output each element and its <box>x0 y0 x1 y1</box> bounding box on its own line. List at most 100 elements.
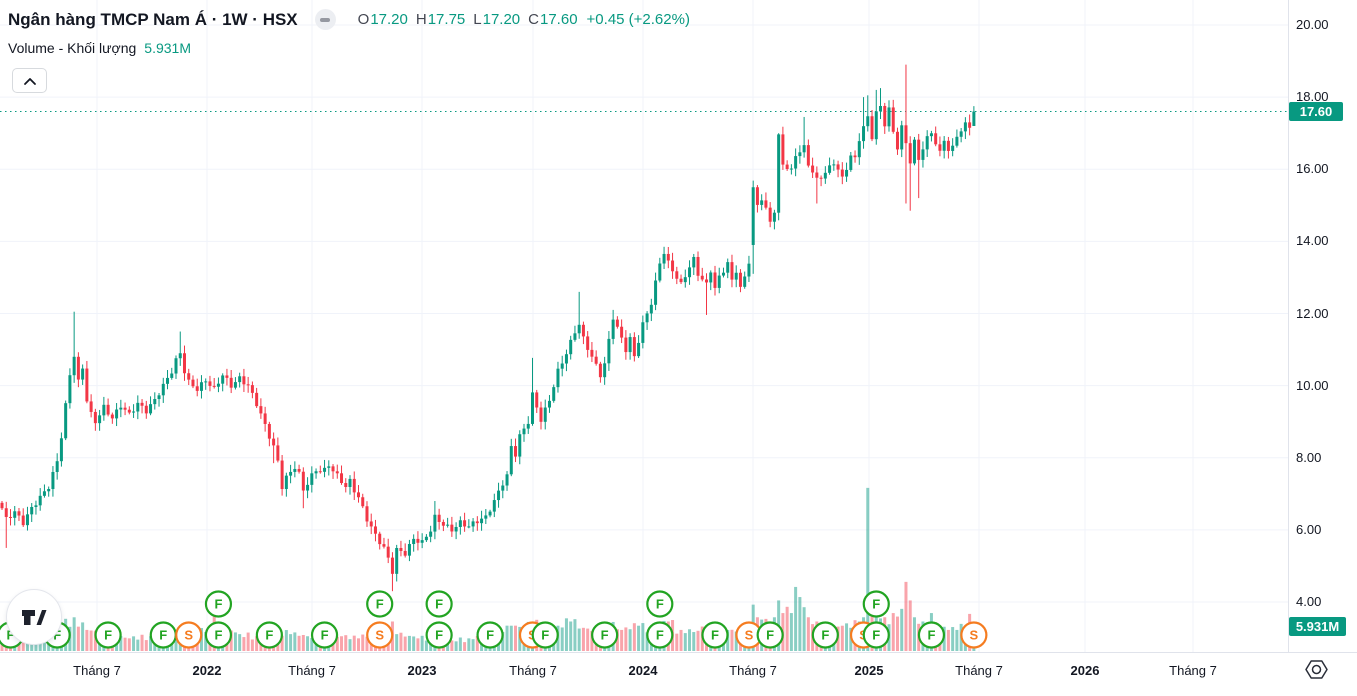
svg-text:F: F <box>214 628 222 643</box>
volume-value-badge: 5.931M <box>1289 616 1346 636</box>
low-label: L <box>473 11 482 28</box>
event-marker-S[interactable]: S <box>175 621 203 649</box>
event-marker-F[interactable]: F <box>646 590 674 618</box>
svg-text:S: S <box>745 628 754 643</box>
minus-icon <box>320 17 331 22</box>
volume-indicator-row: Volume - Khối lượng 5.931M <box>8 40 690 56</box>
time-axis-label: 2022 <box>192 663 222 678</box>
time-axis-label: 2025 <box>854 663 884 678</box>
price-tick-label: 14.00 <box>1296 233 1329 249</box>
nut-icon <box>1305 660 1328 679</box>
price-tick-label: 10.00 <box>1296 377 1329 393</box>
symbol-row: Ngân hàng TMCP Nam Á · 1W · HSX O 17.20 H… <box>8 6 690 33</box>
svg-text:F: F <box>927 628 935 643</box>
svg-text:F: F <box>435 597 443 612</box>
svg-text:F: F <box>265 628 273 643</box>
svg-text:F: F <box>656 628 664 643</box>
collapse-legend-button[interactable] <box>12 68 47 93</box>
tradingview-logo[interactable] <box>6 589 62 645</box>
svg-text:F: F <box>872 597 880 612</box>
svg-text:F: F <box>376 597 384 612</box>
price-tick-label: 12.00 <box>1296 305 1329 321</box>
time-axis-label: Tháng 7 <box>73 663 121 678</box>
event-marker-F[interactable]: F <box>591 621 619 649</box>
high-label: H <box>415 11 427 28</box>
svg-text:F: F <box>766 628 774 643</box>
svg-text:F: F <box>435 628 443 643</box>
svg-text:F: F <box>214 597 222 612</box>
event-marker-F[interactable]: F <box>94 621 122 649</box>
close-label: C <box>528 11 539 28</box>
svg-text:F: F <box>159 628 167 643</box>
instrument-status-icon <box>314 9 336 30</box>
chevron-up-icon <box>23 77 36 85</box>
time-axis-label: Tháng 7 <box>729 663 777 678</box>
time-axis-label: Tháng 7 <box>509 663 557 678</box>
price-tick-label: 8.00 <box>1296 449 1322 465</box>
svg-text:F: F <box>872 628 880 643</box>
time-axis-label: 2023 <box>407 663 437 678</box>
volume-indicator-value: 5.931M <box>144 40 191 56</box>
event-marker-F[interactable]: F <box>425 621 453 649</box>
time-axis-label: Tháng 7 <box>955 663 1003 678</box>
event-marker-F[interactable]: F <box>310 621 339 649</box>
candles-layer <box>0 64 976 592</box>
svg-text:F: F <box>7 628 15 643</box>
event-markers-layer: FFFFSFFFFSFFFFSFFFFFSFFSFFFS <box>0 590 988 649</box>
svg-text:F: F <box>601 628 609 643</box>
last-price-badge: 17.60 <box>1289 102 1343 122</box>
svg-text:F: F <box>711 628 719 643</box>
time-axis[interactable]: Tháng 7 2022 Tháng 7 2023 Tháng 7 2024 Tháng 7… <box>0 652 1357 696</box>
tradingview-logo-icon <box>22 610 47 625</box>
event-marker-F[interactable]: F <box>149 621 177 649</box>
svg-text:F: F <box>104 628 112 643</box>
grid-layer <box>0 0 1292 652</box>
svg-text:F: F <box>321 628 329 643</box>
low-value: 17.20 <box>482 11 521 28</box>
price-tick-label: 6.00 <box>1296 521 1322 537</box>
event-marker-S[interactable]: S <box>366 621 394 649</box>
event-marker-F[interactable]: F <box>204 621 233 649</box>
high-value: 17.75 <box>427 11 466 28</box>
axis-settings-button[interactable] <box>1303 656 1330 683</box>
event-marker-F[interactable]: F <box>204 590 233 618</box>
open-value: 17.20 <box>370 11 408 28</box>
event-marker-F[interactable]: F <box>255 621 283 649</box>
svg-text:F: F <box>486 628 494 643</box>
event-marker-F[interactable]: F <box>862 621 890 649</box>
event-marker-F[interactable]: F <box>811 621 839 649</box>
open-label: O <box>357 11 370 28</box>
chart-legend: Ngân hàng TMCP Nam Á · 1W · HSX O 17.20 H… <box>8 6 690 56</box>
event-marker-F[interactable]: F <box>701 621 729 649</box>
close-value: 17.60 <box>540 11 578 28</box>
price-tick-label: 4.00 <box>1296 594 1322 609</box>
event-marker-F[interactable]: F <box>531 621 559 649</box>
symbol-title[interactable]: Ngân hàng TMCP Nam Á · 1W · HSX <box>8 9 298 29</box>
event-marker-F[interactable]: F <box>425 590 453 618</box>
svg-text:F: F <box>656 597 664 612</box>
svg-text:S: S <box>184 628 193 643</box>
event-marker-F[interactable]: F <box>862 590 890 618</box>
price-axis[interactable]: 17.60 5.931M 20.00 18.00 16.00 14.00 12.00 10… <box>1288 0 1357 652</box>
svg-text:S: S <box>375 628 384 643</box>
event-marker-F[interactable]: F <box>476 621 504 649</box>
event-marker-F[interactable]: F <box>366 590 394 618</box>
svg-text:F: F <box>821 628 829 643</box>
volume-indicator-label[interactable]: Volume - Khối lượng <box>8 40 137 56</box>
event-marker-F[interactable]: F <box>756 621 784 649</box>
price-tick-label: 16.00 <box>1296 161 1329 177</box>
event-marker-F[interactable]: F <box>646 621 674 649</box>
event-marker-S[interactable]: S <box>960 621 988 649</box>
time-axis-label: 2024 <box>628 663 658 678</box>
price-tick-label: 20.00 <box>1296 17 1329 32</box>
svg-text:F: F <box>541 628 549 643</box>
time-axis-label: Tháng 7 <box>1169 663 1217 678</box>
price-tick-label: 18.00 <box>1296 89 1329 105</box>
event-marker-F[interactable]: F <box>917 621 946 649</box>
time-axis-label: Tháng 7 <box>288 663 336 678</box>
svg-text:F: F <box>53 628 61 643</box>
change-value: +0.45 (+2.62%) <box>586 11 690 28</box>
time-axis-label: 2026 <box>1070 663 1100 678</box>
